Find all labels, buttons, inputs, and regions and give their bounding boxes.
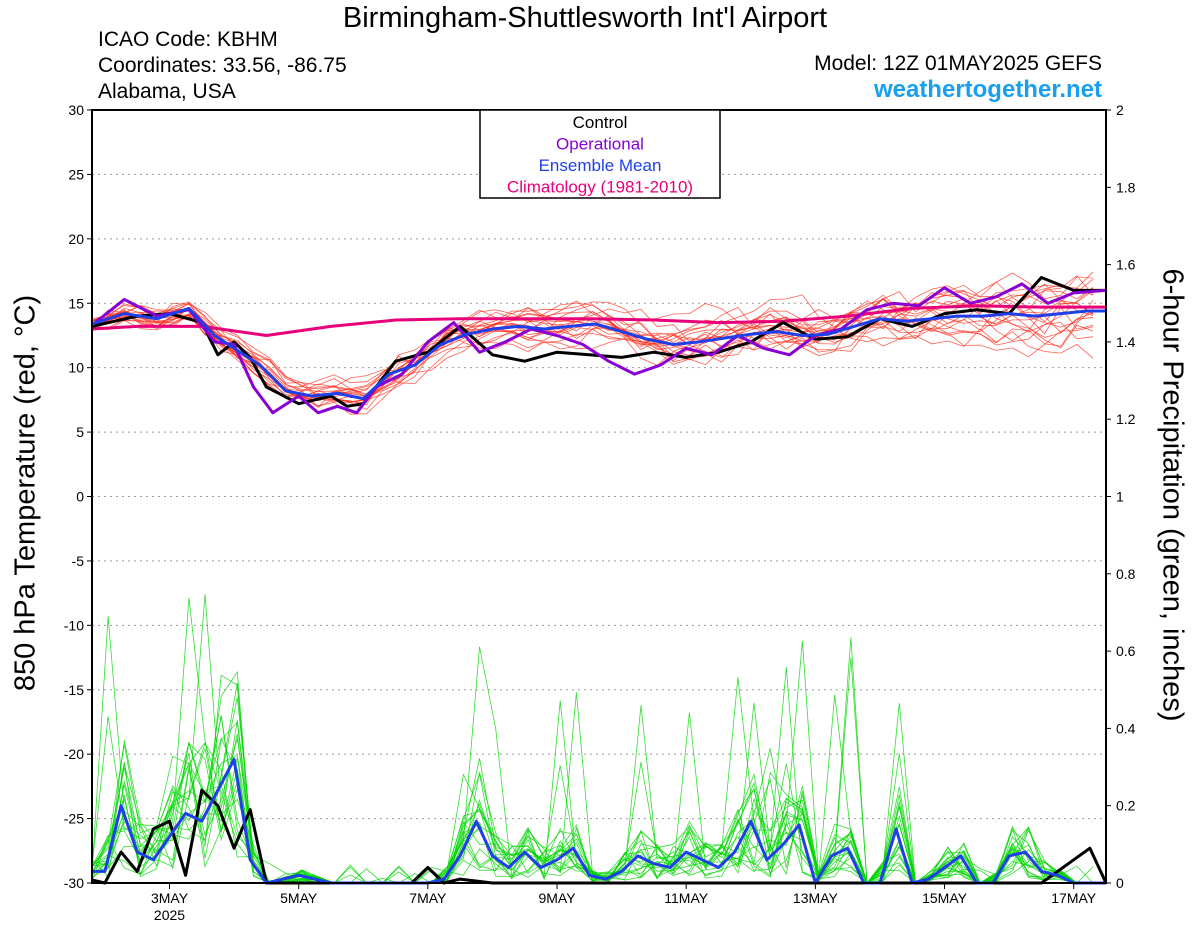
legend-entry: Control (573, 113, 628, 132)
temp-climatology-1981-2010-line (91, 304, 1106, 337)
x-tick-label: 13MAY (793, 890, 839, 906)
y-tick-label: -30 (64, 875, 84, 891)
temp-member-line (91, 275, 1094, 398)
precip-ensemble-mean-line (92, 757, 1106, 885)
legend-box (479, 109, 721, 199)
y2-tick-label: 0.6 (1116, 643, 1136, 659)
temp-member-line (91, 300, 1094, 390)
y2-tick-label: 0.4 (1116, 720, 1136, 736)
precip-member-line (91, 616, 1094, 884)
y2-tick-label: 2 (1116, 102, 1124, 118)
legend-entry: Operational (556, 135, 644, 154)
x-tick-label: 11MAY (664, 890, 708, 906)
x-tick-label: 17MAY (1051, 890, 1097, 906)
y-tick-label: 15 (68, 295, 84, 311)
y-tick-label: 5 (76, 424, 84, 440)
temp-member-line (91, 294, 1094, 397)
grid-lines (92, 173, 1106, 820)
series-lines (91, 276, 1108, 885)
icao-code: ICAO Code: KBHM (98, 28, 278, 51)
y-tick-label: -15 (64, 682, 84, 698)
y2-tick-label: 0.8 (1116, 566, 1136, 582)
x-tick-label: 5MAY (280, 890, 318, 906)
y2-tick-label: 1.2 (1116, 411, 1136, 427)
precip-member-line (91, 670, 1094, 884)
temp-member-line (91, 278, 1094, 408)
y2-tick-label: 1.4 (1116, 334, 1136, 350)
legend: Control Operational Ensemble Mean Climatolo… (479, 109, 721, 199)
temp-member-line (91, 287, 1094, 401)
y-tick-label: -20 (64, 746, 84, 762)
axes: 302520151050-5-10-15-20-25-3021.81.61.41… (64, 102, 1136, 923)
model-run: Model: 12Z 01MAY2025 GEFS (814, 52, 1102, 75)
y-tick-label: -5 (72, 553, 85, 569)
legend-entry: Climatology (1981-2010) (507, 178, 693, 197)
temp-control-line (91, 276, 1106, 408)
region: Alabama, USA (98, 80, 236, 103)
precip-member-line (91, 646, 1094, 884)
x-tick-sublabel: 2025 (154, 907, 185, 923)
y-tick-label: -25 (64, 811, 84, 827)
legend-entry: Ensemble Mean (539, 156, 662, 175)
y-tick-label: 20 (68, 231, 84, 247)
x-tick-label: 9MAY (538, 890, 576, 906)
y-tick-label: -10 (64, 617, 84, 633)
temp-member-line (91, 307, 1094, 408)
y-tick-label: 30 (68, 102, 84, 118)
temp-operational-line (91, 282, 1107, 415)
y2-tick-label: 0.2 (1116, 798, 1136, 814)
x-tick-label: 7MAY (409, 890, 447, 906)
y2-tick-label: 1.8 (1116, 179, 1136, 195)
site-link[interactable]: weathertogether.net (873, 76, 1102, 103)
y2-tick-label: 1 (1116, 489, 1124, 505)
page-title: Birmingham-Shuttlesworth Int'l Airport (342, 2, 828, 34)
precip-member-line (91, 674, 1094, 884)
coordinates: Coordinates: 33.56, -86.75 (98, 54, 347, 77)
x-tick-label: 15MAY (922, 890, 968, 906)
temp-member-line (91, 300, 1094, 410)
temp-ensemble-mean-line (91, 306, 1106, 401)
y-tick-label: 10 (68, 360, 84, 376)
y2-tick-label: 1.6 (1116, 257, 1136, 273)
x-tick-label: 3MAY (151, 890, 189, 906)
temp-member-line (91, 284, 1094, 402)
y2-tick-label: 0 (1116, 875, 1124, 891)
y-tick-label: 25 (68, 166, 84, 182)
y-tick-label: 0 (76, 489, 84, 505)
